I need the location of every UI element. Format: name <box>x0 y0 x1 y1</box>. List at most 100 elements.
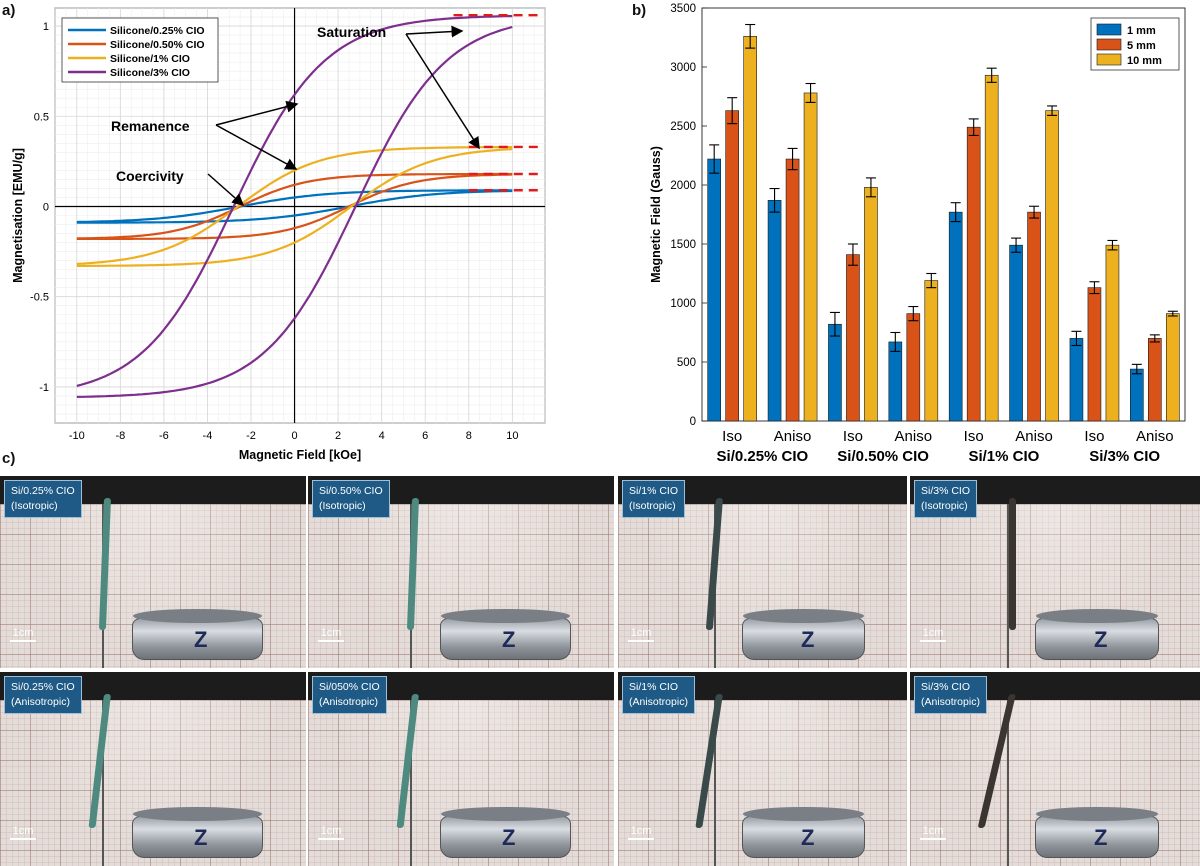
magnet-mark: Z <box>1094 825 1108 850</box>
x-tick-label-a: -2 <box>246 430 256 442</box>
legend-label-b: 1 mm <box>1127 25 1156 37</box>
category-label: Iso <box>1084 428 1104 445</box>
magnet-mark: Z <box>801 627 815 652</box>
hysteresis-upper-branch <box>76 189 513 224</box>
scale-line <box>318 838 344 840</box>
scale-label: 1cm <box>320 825 342 837</box>
magnet-top <box>133 609 262 623</box>
group-label: Si/0.25% CIO <box>717 448 809 465</box>
legend-label-b: 5 mm <box>1127 40 1156 52</box>
photo-cell: Z Si/050% CIO (Anisotropic) 1cm <box>308 672 614 866</box>
sample-orientation: (Isotropic) <box>921 500 968 512</box>
remanence-arrow-1 <box>215 100 299 126</box>
magnet: Z <box>1035 807 1159 858</box>
magnet-mark: Z <box>1094 627 1108 652</box>
magnet-top <box>743 609 864 623</box>
legend-label-a: Silicone/1% CIO <box>110 53 190 65</box>
sample-orientation: (Anisotropic) <box>11 696 70 708</box>
scale-bar: 1cm <box>628 825 654 840</box>
bar <box>1105 244 1120 422</box>
y-tick-label-a: 1 <box>43 21 49 33</box>
scale-line <box>10 640 36 642</box>
magnet-top <box>1036 807 1158 821</box>
sample-orientation: (Isotropic) <box>629 500 676 512</box>
x-tick-label-a: 0 <box>291 430 297 442</box>
x-tick-label-a: 6 <box>422 430 428 442</box>
magnet-top <box>1036 609 1158 623</box>
hysteresis-series-4 <box>76 15 513 398</box>
y-tick-label-a: 0 <box>43 201 49 213</box>
magnet-mark: Z <box>502 627 516 652</box>
remanence-arrow-2 <box>215 124 298 170</box>
sample-tag: Si/1% CIO (Anisotropic) <box>622 676 695 714</box>
magnet: Z <box>440 609 571 660</box>
legend-swatch-b <box>1096 23 1122 36</box>
y-tick-label-b: 1000 <box>670 298 696 310</box>
ruler-line <box>1007 504 1009 668</box>
ruler-line <box>410 700 412 866</box>
hysteresis-chart: -10 -8 -6 -4 -2 0 2 4 6 8 10 -1 -0.5 0 0.5 1 Magnetic Fi… <box>11 7 546 462</box>
hysteresis-upper-branch <box>76 146 513 265</box>
hysteresis-series-1 <box>76 189 513 224</box>
magnet: Z <box>742 807 865 858</box>
x-tick-label-a: 4 <box>379 430 385 442</box>
x-tick-label-a: 8 <box>466 430 472 442</box>
saturation-arrow-1 <box>405 25 464 38</box>
x-tick-label-a: -6 <box>159 430 169 442</box>
hysteresis-lower-branch <box>76 173 513 240</box>
category-label: Aniso <box>895 428 933 445</box>
ruler-line <box>102 700 104 866</box>
bar <box>948 211 963 422</box>
sample-tag: Si/0.25% CIO (Isotropic) <box>4 480 82 518</box>
magnet-top <box>133 807 262 821</box>
magnet-mark: Z <box>502 825 516 850</box>
y-tick-label-a: -0.5 <box>30 292 49 304</box>
panel-label-c: c) <box>2 450 16 467</box>
x-tick-label-a: -10 <box>69 430 85 442</box>
sample-orientation: (Anisotropic) <box>319 696 378 708</box>
plot-area-b <box>701 7 1186 422</box>
x-axis-title-a: Magnetic Field [kOe] <box>239 448 361 462</box>
photo-cell: Z Si/1% CIO (Isotropic) 1cm <box>618 476 907 668</box>
hysteresis-lower-branch <box>76 148 513 267</box>
hysteresis-series-2 <box>76 172 513 240</box>
photo-cell: Z Si/3% CIO (Anisotropic) 1cm <box>910 672 1200 866</box>
bar <box>743 36 757 422</box>
bar <box>1087 287 1102 422</box>
legend-label-b: 10 mm <box>1127 55 1162 67</box>
sample-orientation: (Isotropic) <box>319 500 366 512</box>
magnet: Z <box>132 609 263 660</box>
y-tick-label-b: 3000 <box>670 62 696 74</box>
sample-tag: Si/0.25% CIO (Anisotropic) <box>4 676 82 714</box>
group-label: Si/1% CIO <box>968 448 1039 465</box>
sample-name: Si/0.50% CIO <box>319 485 383 497</box>
photo-grid: Z Si/0.25% CIO (Isotropic) 1cm Z Si/0.50% CIO… <box>0 476 1200 866</box>
legend-b: 1 mm 5 mm 10 mm <box>1090 17 1180 71</box>
bar <box>966 126 981 422</box>
scale-bar: 1cm <box>920 825 946 840</box>
scale-bar: 1cm <box>920 627 946 642</box>
category-label: Iso <box>722 428 742 445</box>
bar <box>785 158 800 422</box>
photo-cell: Z Si/0.50% CIO (Isotropic) 1cm <box>308 476 614 668</box>
ruler-line <box>714 700 716 866</box>
sample-tag: Si/3% CIO (Anisotropic) <box>914 676 987 714</box>
magnet-top <box>441 807 570 821</box>
bar <box>984 74 999 422</box>
scale-label: 1cm <box>320 627 342 639</box>
composite-strip <box>1009 498 1016 630</box>
category-label: Iso <box>843 428 863 445</box>
group-label: Si/0.50% CIO <box>837 448 929 465</box>
panel-label-b: b) <box>632 2 647 19</box>
scale-bar: 1cm <box>10 627 36 642</box>
bar <box>1130 368 1144 422</box>
bar <box>924 280 939 422</box>
category-label: Aniso <box>1015 428 1053 445</box>
annotation-remanence: Remanence <box>111 118 190 134</box>
y-axis-title-b: Magnetic Field (Gauss) <box>649 146 663 283</box>
scale-label: 1cm <box>922 825 944 837</box>
annotation-coercivity: Coercivity <box>116 168 184 184</box>
magnet: Z <box>440 807 571 858</box>
sample-orientation: (Anisotropic) <box>629 696 688 708</box>
bar <box>1069 338 1084 422</box>
